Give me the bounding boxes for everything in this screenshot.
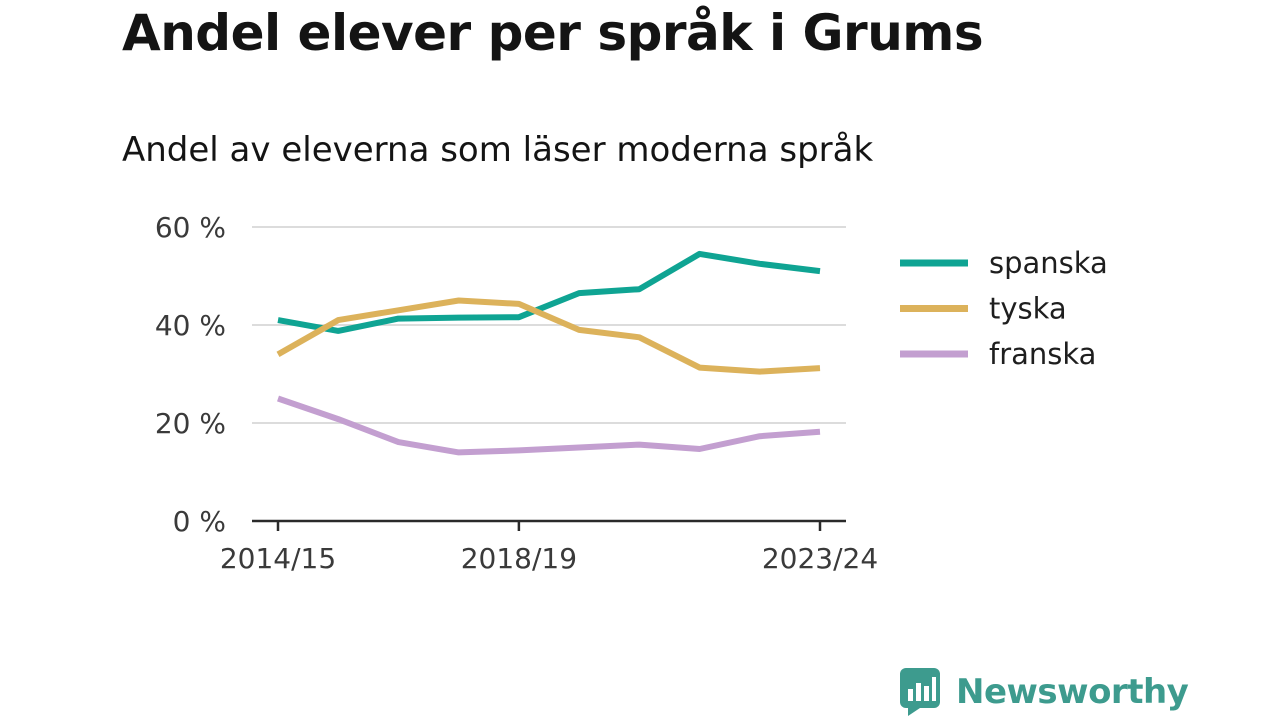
x-tick-label: 2018/19: [461, 542, 577, 575]
chart-title: Andel elever per språk i Grums: [122, 4, 984, 62]
x-tick-label: 2014/15: [220, 542, 336, 575]
y-tick-label: 60 %: [155, 211, 226, 244]
y-tick-label: 40 %: [155, 309, 226, 342]
gridlines: 0 % 20 % 40 % 60 %: [155, 211, 846, 538]
legend: spanska tyska franska: [900, 246, 1108, 371]
x-tick-label: 2023/24: [762, 542, 878, 575]
legend-label-franska: franska: [989, 337, 1096, 371]
y-tick-label: 20 %: [155, 407, 226, 440]
x-axis: 2014/15 2018/19 2023/24: [220, 519, 878, 575]
bar-chart-speech-bubble-icon: [900, 668, 940, 716]
series-lines: [276, 250, 821, 456]
series-line-tyska: [276, 297, 821, 375]
brand-logo: Newsworthy: [900, 668, 1189, 716]
series-line-spanska: [277, 250, 821, 334]
brand-name: Newsworthy: [956, 672, 1189, 712]
legend-label-spanska: spanska: [989, 246, 1108, 280]
legend-label-tyska: tyska: [989, 292, 1067, 326]
y-tick-label: 0 %: [173, 505, 226, 538]
series-line-franska: [277, 395, 821, 456]
chart-subtitle: Andel av eleverna som läser moderna språ…: [122, 130, 874, 170]
